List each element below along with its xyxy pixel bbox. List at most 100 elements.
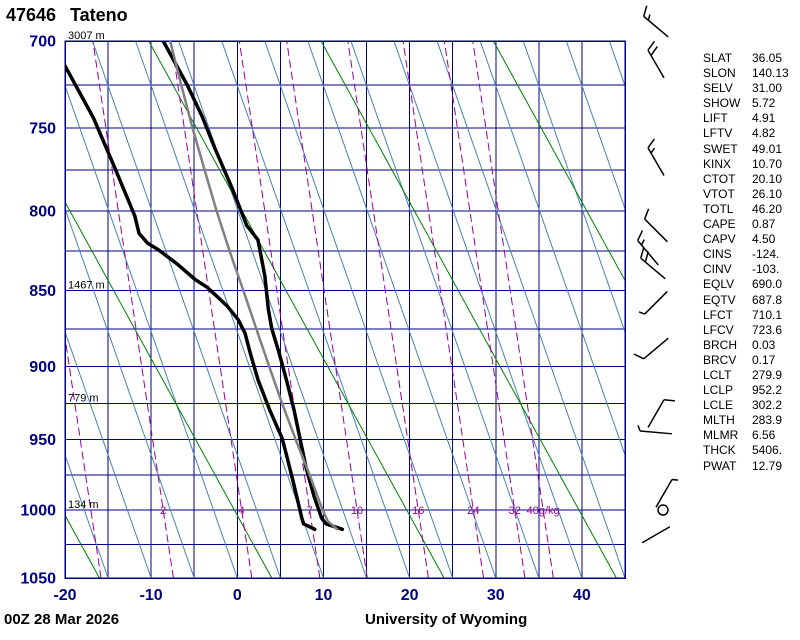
stat-value: 690.0 <box>752 277 783 292</box>
height-label: 3007 m <box>68 30 105 42</box>
temperature-tick-label: 40 <box>573 587 591 604</box>
wind-barb <box>638 290 668 315</box>
stat-value: 46.20 <box>752 201 783 216</box>
stat-row-slon: SLON 140.13 <box>703 66 789 81</box>
stat-value: 4.50 <box>752 232 776 247</box>
stat-row-lclt: LCLT 279.9 <box>703 368 789 383</box>
pressure-tick-label: 950 <box>29 432 56 449</box>
mixing-ratio-label: 40g/kg <box>527 505 560 517</box>
stat-row-lftv: LFTV 4.82 <box>703 126 789 141</box>
stat-label: SLON <box>703 66 736 81</box>
mixing-ratio-label: 16 <box>412 505 424 517</box>
parcel-curve <box>168 41 339 531</box>
stat-label: CAPV <box>703 232 736 247</box>
stat-value: 31.00 <box>752 81 783 96</box>
stat-row-brcv: BRCV 0.17 <box>703 353 789 368</box>
height-label: 779 m <box>68 392 99 404</box>
stat-label: TOTL <box>703 201 734 216</box>
wind-barb <box>633 337 669 360</box>
stat-value: 4.82 <box>752 126 776 141</box>
pressure-tick-label: 800 <box>29 204 56 221</box>
mixing-ratio-label: 10 <box>351 505 363 517</box>
temperature-tick-label: 30 <box>487 587 505 604</box>
wind-barb <box>655 478 679 508</box>
station-name: Tateno <box>70 5 128 25</box>
stat-value: 140.13 <box>752 66 789 81</box>
stat-label: LFTV <box>703 126 733 141</box>
stat-label: CAPE <box>703 217 736 232</box>
dewpoint-curve <box>65 62 317 532</box>
calm-circle <box>657 504 669 516</box>
stat-value: 279.9 <box>752 367 783 382</box>
wind-barb <box>641 526 671 544</box>
stat-row-kinx: KINX 10.70 <box>703 157 789 172</box>
stat-row-brch: BRCH 0.03 <box>703 338 789 353</box>
temperature-tick-label: 10 <box>315 587 333 604</box>
stat-row-capv: CAPV 4.50 <box>703 232 789 247</box>
stat-value: 0.87 <box>752 217 776 232</box>
stat-label: SHOW <box>703 96 741 111</box>
stat-value: 5.72 <box>752 96 776 111</box>
credit-text: University of Wyoming <box>365 611 528 628</box>
stat-row-swet: SWET 49.01 <box>703 142 789 157</box>
moist-adiabats <box>65 41 625 578</box>
pressure-tick-label: 750 <box>29 121 56 138</box>
stat-value: 687.8 <box>752 292 783 307</box>
stat-label: LCLE <box>703 398 734 413</box>
stat-label: LFCV <box>703 322 734 337</box>
stat-row-lfct: LFCT 710.1 <box>703 308 789 323</box>
temperature-tick-label: -20 <box>53 587 76 604</box>
stat-value: -124. <box>752 247 780 262</box>
stat-label: EQTV <box>703 292 736 307</box>
pressure-tick-label: 700 <box>29 34 56 51</box>
stat-row-cins: CINS -124. <box>703 247 789 262</box>
stat-row-mlth: MLTH 283.9 <box>703 413 789 428</box>
stat-row-vtot: VTOT 26.10 <box>703 187 789 202</box>
stat-row-totl: TOTL 46.20 <box>703 202 789 217</box>
stat-label: MLTH <box>703 413 735 428</box>
stat-value: 0.03 <box>752 337 776 352</box>
stat-row-eqtv: EQTV 687.8 <box>703 293 789 308</box>
mixing-ratio-label: 4 <box>239 505 245 517</box>
mixing-ratio-label: 24 <box>467 505 479 517</box>
stat-row-selv: SELV 31.00 <box>703 81 789 96</box>
wind-barb <box>643 208 668 243</box>
stat-label: LCLT <box>703 367 732 382</box>
stat-value: 0.17 <box>752 352 776 367</box>
stat-row-slat: SLAT 36.05 <box>703 51 789 66</box>
wind-barb-column <box>633 5 679 544</box>
stat-row-thck: THCK 5406. <box>703 443 789 458</box>
stat-value: 20.10 <box>752 171 783 186</box>
temperature-tick-label: -10 <box>140 587 163 604</box>
stat-value: 10.70 <box>752 156 783 171</box>
stat-value: 952.2 <box>752 383 783 398</box>
wind-barb <box>647 398 675 428</box>
stat-row-lfcv: LFCV 723.6 <box>703 323 789 338</box>
dry-adiabats <box>65 41 625 578</box>
wind-barb <box>637 425 673 435</box>
stat-label: LFCT <box>703 307 733 322</box>
temperature-tick-label: 0 <box>233 587 242 604</box>
stat-label: CINS <box>703 247 732 262</box>
stat-label: LCLP <box>703 383 734 398</box>
stability-indices-panel: SLAT 36.05 SLON 140.13 SELV 31.00 SHOW 5.72 LIFT… <box>703 51 789 474</box>
wind-barb <box>637 230 659 266</box>
stat-row-cinv: CINV -103. <box>703 262 789 277</box>
stat-value: 723.6 <box>752 322 783 337</box>
pressure-tick-label: 1000 <box>20 503 56 520</box>
stat-value: 5406. <box>752 443 783 458</box>
pressure-tick-label: 1050 <box>20 571 56 588</box>
stat-value: 49.01 <box>752 141 783 156</box>
pressure-tick-label: 850 <box>29 283 56 300</box>
stat-label: LIFT <box>703 111 728 126</box>
temperature-tick-label: 20 <box>401 587 419 604</box>
stat-value: -103. <box>752 262 780 277</box>
stat-value: 302.2 <box>752 398 783 413</box>
pressure-axis-labels: 700 750 800 850 900 950 1000 1050 <box>20 34 56 588</box>
stat-label: VTOT <box>703 186 735 201</box>
stat-label: MLMR <box>703 428 739 443</box>
stat-label: SLAT <box>703 51 733 65</box>
temperature-axis-labels: -20 -10 0 10 20 30 40 <box>53 587 590 604</box>
